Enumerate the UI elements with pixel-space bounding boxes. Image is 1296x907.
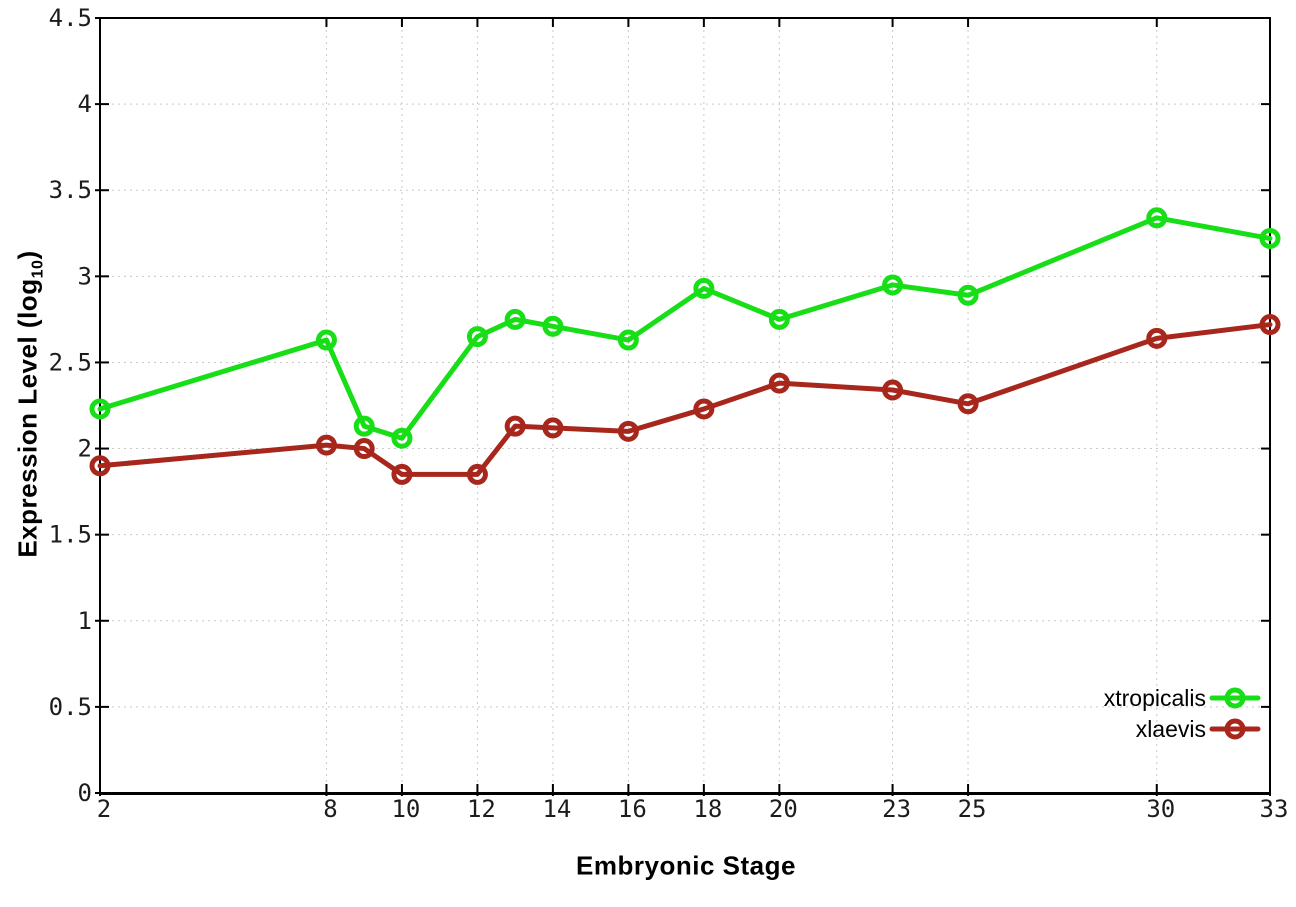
- legend-label-xlaevis: xlaevis: [1136, 716, 1206, 742]
- marker-xtropicalis: [504, 308, 526, 330]
- marker-xlaevis: [617, 420, 639, 442]
- legend-marker-xtropicalis: [1224, 687, 1246, 709]
- y-tick-label: 1: [78, 607, 92, 635]
- y-axis-title-subscript: 10: [28, 259, 47, 279]
- x-tick-label: 16: [618, 795, 647, 823]
- x-tick-label: 25: [958, 795, 987, 823]
- marker-xlaevis: [353, 438, 375, 460]
- y-tick-label: 0.5: [49, 693, 92, 721]
- marker-xlaevis: [542, 417, 564, 439]
- legend-marker-xlaevis: [1224, 718, 1246, 740]
- x-tick-label: 10: [391, 795, 420, 823]
- y-tick-label: 2: [78, 435, 92, 463]
- marker-xtropicalis: [693, 277, 715, 299]
- marker-xtropicalis: [391, 427, 413, 449]
- marker-xtropicalis: [542, 315, 564, 337]
- legend-label-xtropicalis: xtropicalis: [1104, 685, 1206, 711]
- marker-xtropicalis: [882, 274, 904, 296]
- marker-xtropicalis: [466, 326, 488, 348]
- marker-xlaevis: [391, 463, 413, 485]
- marker-xtropicalis: [1146, 207, 1168, 229]
- y-tick-label: 2.5: [49, 348, 92, 376]
- marker-xtropicalis: [957, 284, 979, 306]
- marker-xlaevis: [466, 463, 488, 485]
- marker-xlaevis: [882, 379, 904, 401]
- y-tick-label: 0: [78, 779, 92, 807]
- y-tick-label: 4.5: [49, 4, 92, 32]
- y-axis-title-text: Expression Level (log: [12, 278, 43, 558]
- marker-xlaevis: [693, 398, 715, 420]
- y-tick-label: 4: [78, 90, 92, 118]
- marker-xlaevis: [1259, 314, 1281, 336]
- marker-xlaevis: [504, 415, 526, 437]
- marker-xtropicalis: [768, 308, 790, 330]
- marker-xlaevis: [89, 455, 111, 477]
- marker-xlaevis: [768, 372, 790, 394]
- x-tick-label: 14: [542, 795, 571, 823]
- marker-xlaevis: [1146, 327, 1168, 349]
- x-tick-label: 2: [97, 795, 111, 823]
- marker-xtropicalis: [315, 329, 337, 351]
- marker-xlaevis: [957, 393, 979, 415]
- marker-xlaevis: [315, 434, 337, 456]
- series-line-xlaevis: [97, 322, 1273, 477]
- x-tick-label: 33: [1260, 795, 1289, 823]
- y-tick-label: 3: [78, 262, 92, 290]
- marker-xtropicalis: [353, 415, 375, 437]
- x-tick-label: 20: [769, 795, 798, 823]
- x-tick-label: 18: [693, 795, 722, 823]
- x-tick-label: 23: [882, 795, 911, 823]
- plot-border: [99, 17, 1271, 794]
- x-tick-label: 8: [323, 795, 337, 823]
- x-tick-label: 30: [1146, 795, 1175, 823]
- series-line-xtropicalis: [97, 215, 1273, 441]
- y-tick-label: 1.5: [49, 521, 92, 549]
- marker-xtropicalis: [89, 398, 111, 420]
- x-axis-title: Embryonic Stage: [576, 850, 796, 881]
- marker-xtropicalis: [1259, 227, 1281, 249]
- y-axis-title: Expression Level (log10): [12, 250, 47, 557]
- marker-xtropicalis: [617, 329, 639, 351]
- y-axis-title-close: ): [12, 250, 43, 260]
- x-tick-label: 12: [467, 795, 496, 823]
- y-tick-label: 3.5: [49, 176, 92, 204]
